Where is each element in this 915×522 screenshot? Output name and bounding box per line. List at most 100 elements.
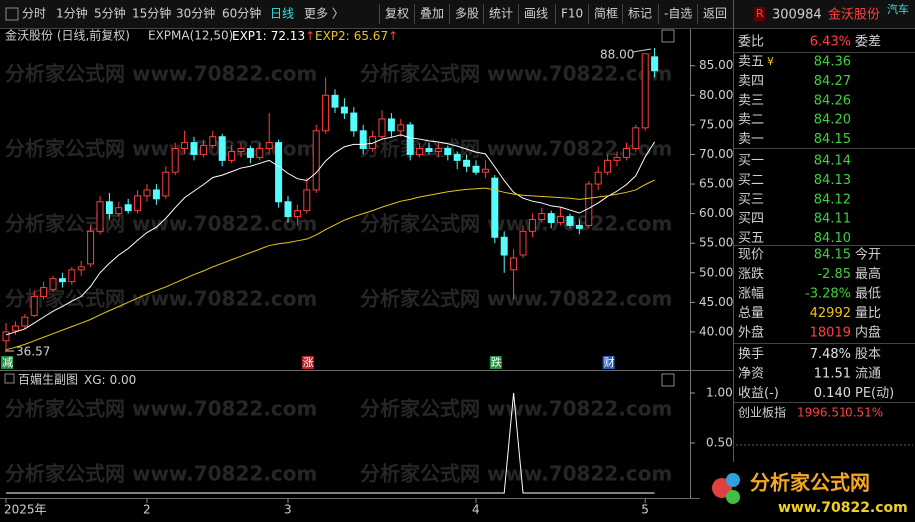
y-tick-label: 45.00 xyxy=(699,295,733,309)
book-price: 84.26 xyxy=(814,93,851,108)
candle-body xyxy=(30,295,38,316)
toolbar-button[interactable]: 统计 xyxy=(489,7,513,21)
index-value: 1996.51 xyxy=(797,406,847,420)
event-tag: 减 xyxy=(2,356,13,369)
candle-body xyxy=(340,106,348,114)
candle-body xyxy=(434,148,442,152)
candle-body xyxy=(181,142,189,150)
high-annotation: 88.00 xyxy=(600,48,634,62)
candle-body xyxy=(49,278,57,290)
toolbar-button[interactable]: -自选 xyxy=(664,7,692,21)
stat-label: 内盘 xyxy=(855,325,881,341)
candle-body xyxy=(134,195,142,212)
sector: 汽车 xyxy=(887,2,909,16)
stat-value: -2.85 xyxy=(817,267,851,282)
candle-body xyxy=(190,142,198,155)
period-tab[interactable]: 15分钟 xyxy=(132,6,171,21)
stat-label: 收益(-) xyxy=(738,386,779,401)
watermark: 分析家公式网 www.70822.com xyxy=(360,212,672,236)
book-icon: ¥ xyxy=(767,55,774,68)
period-tab[interactable]: 60分钟 xyxy=(222,6,261,21)
toolbar-button[interactable]: 简框 xyxy=(594,7,618,21)
candle-body xyxy=(613,156,621,161)
stat-label: 今开 xyxy=(855,247,881,263)
y-tick-label: 60.00 xyxy=(699,206,733,220)
stat-label: 换手 xyxy=(738,347,764,362)
stock-code: 300984 xyxy=(772,8,822,23)
indicator-icon xyxy=(4,373,15,384)
watermark: 分析家公式网 www.70822.com xyxy=(5,62,317,86)
book-price: 84.15 xyxy=(814,132,851,147)
candle-body xyxy=(463,159,471,167)
period-tab[interactable]: 更多 〉 xyxy=(304,7,344,21)
period-tab[interactable]: 1分钟 xyxy=(56,6,88,21)
candle-body xyxy=(585,183,593,226)
candle-body xyxy=(87,230,95,265)
logo-icon xyxy=(726,490,740,504)
book-label: 买三 xyxy=(738,192,764,207)
toolbar-button[interactable]: 叠加 xyxy=(420,7,444,21)
event-tag-bg xyxy=(1,356,13,369)
book-price: 84.12 xyxy=(814,192,851,207)
stat-label: 总量 xyxy=(738,306,764,321)
period-tab[interactable]: 5分钟 xyxy=(94,6,126,21)
book-label: 买一 xyxy=(738,154,764,169)
high-arrow xyxy=(632,48,652,53)
book-label: 卖四 xyxy=(738,74,764,89)
y-tick-label: 50.00 xyxy=(699,265,733,279)
event-tag-bg xyxy=(602,356,615,369)
toolbar-button[interactable]: 多股 xyxy=(455,7,479,21)
candle-body xyxy=(143,189,151,197)
watermark: 分析家公式网 www.70822.com xyxy=(360,462,672,486)
stat-label: PE(动) xyxy=(855,386,894,401)
period-tab[interactable]: 分时 xyxy=(22,7,46,21)
toolbar-button[interactable]: 复权 xyxy=(385,7,409,21)
index-change: 0.51% xyxy=(845,406,883,420)
candle-body xyxy=(491,177,499,238)
y-tick-label: 85.00 xyxy=(699,58,733,72)
candle-body xyxy=(519,230,527,256)
period-tab[interactable]: 日线 xyxy=(270,7,294,21)
stat-value: 84.15 xyxy=(814,248,851,263)
candle-body xyxy=(246,148,254,158)
quote-value: 6.43% xyxy=(810,35,851,50)
book-price: 84.11 xyxy=(814,212,851,227)
period-tab[interactable]: 30分钟 xyxy=(176,6,215,21)
event-tag-bg xyxy=(301,356,314,369)
y-tick-label: 80.00 xyxy=(699,88,733,102)
candle-body xyxy=(425,148,433,152)
stat-value: 0.140 xyxy=(814,386,851,401)
watermark: 分析家公式网 www.70822.com xyxy=(360,287,672,311)
toolbar-button[interactable]: 返回 xyxy=(703,7,727,21)
book-price: 84.13 xyxy=(814,173,851,188)
toolbar-button[interactable]: F10 xyxy=(561,7,583,21)
candle-body xyxy=(58,278,66,283)
candle-body xyxy=(397,124,405,132)
candle-body xyxy=(557,216,565,223)
candle-body xyxy=(209,136,217,147)
book-price: 84.14 xyxy=(814,154,851,169)
candle-body xyxy=(228,150,236,161)
stat-value: 18019 xyxy=(810,326,851,341)
book-label: 卖三 xyxy=(738,93,764,108)
legend-exp2: EXP2: 65.67↑ xyxy=(315,29,398,43)
logo-url: www.70822.com xyxy=(778,500,908,516)
event-tag: 涨 xyxy=(303,356,314,369)
toolbar-button[interactable]: 画线 xyxy=(524,7,548,21)
candle-body xyxy=(105,201,113,215)
candle-body xyxy=(96,201,104,232)
stat-label: 最高 xyxy=(855,266,881,282)
candle-body xyxy=(293,210,301,218)
watermarks: 分析家公式网 www.70822.com 分析家公式网 www.70822.com… xyxy=(5,62,672,486)
legend-value: 72.13 xyxy=(271,29,305,43)
candle-body xyxy=(331,94,339,108)
stat-value: -3.28% xyxy=(805,287,851,302)
toolbar-icon xyxy=(5,7,19,21)
toolbar-button[interactable]: 标记 xyxy=(628,7,652,21)
y-tick-label: 0.50 xyxy=(706,436,733,450)
close-button[interactable] xyxy=(661,373,675,387)
flag-box xyxy=(754,7,765,21)
candle-body xyxy=(594,171,602,185)
candle-body xyxy=(265,142,273,150)
close-button[interactable] xyxy=(661,29,675,43)
